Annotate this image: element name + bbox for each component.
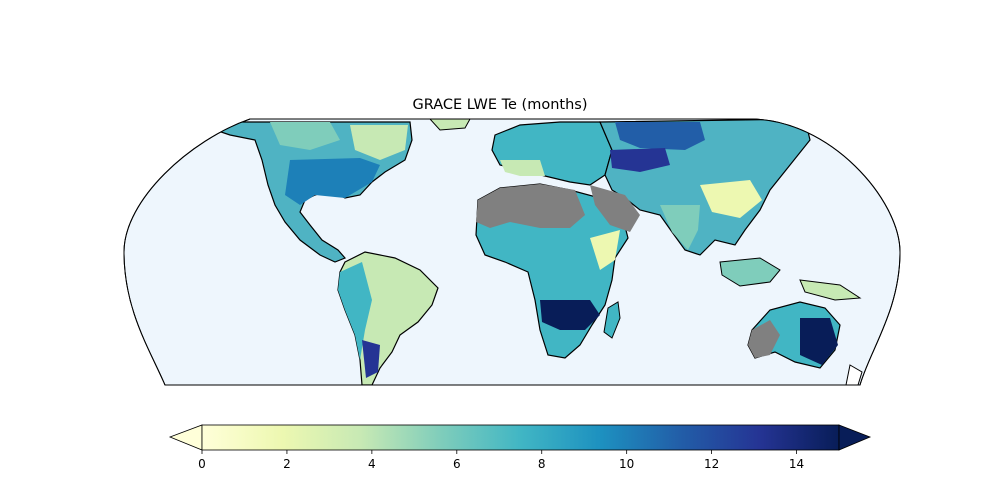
colorbar-tick-label: 8 — [538, 457, 546, 471]
colorbar-tick-label: 6 — [453, 457, 461, 471]
colorbar-tick-label: 12 — [704, 457, 719, 471]
colorbar-extend-high — [838, 424, 872, 451]
land-layer — [214, 119, 863, 385]
india-region — [660, 205, 700, 250]
southern-africa-high-region — [540, 300, 600, 330]
greenland-edge — [428, 119, 471, 131]
map-title: GRACE LWE Te (months) — [412, 97, 588, 113]
new-guinea — [799, 279, 862, 301]
colorbar-tick-label: 0 — [198, 457, 206, 471]
colorbar: 0 2 4 6 8 10 12 14 — [168, 424, 872, 471]
south-america-west-region — [338, 262, 372, 360]
australia-east-high-region — [800, 318, 838, 365]
siberia-high-region — [615, 122, 705, 150]
colorbar-tick-label: 4 — [368, 457, 376, 471]
central-asia-high-region — [610, 148, 670, 172]
colorbar-tick-label: 14 — [789, 457, 804, 471]
southeast-asia-islands — [719, 257, 781, 287]
globe-outline — [123, 118, 901, 386]
southern-europe-region — [500, 160, 545, 176]
new-zealand — [845, 364, 863, 385]
south-america-south-region — [362, 340, 380, 378]
east-africa-low-region — [590, 230, 620, 270]
colorbar-tick-label: 10 — [619, 457, 634, 471]
madagascar — [603, 301, 621, 339]
china-low-region — [700, 180, 762, 218]
colorbar-tick-label: 2 — [283, 457, 291, 471]
colorbar-ticks: 0 2 4 6 8 10 12 14 — [198, 450, 804, 471]
north-america-east-region — [285, 158, 380, 205]
colorbar-extend-low — [168, 424, 203, 451]
australia-west-nodata-region — [748, 320, 780, 358]
sahara-nodata-region — [476, 184, 585, 228]
north-america-north-region — [270, 122, 340, 150]
middle-east-nodata-region — [590, 185, 640, 232]
colorbar-body — [201, 424, 840, 451]
north-america-northeast-region — [350, 125, 408, 160]
